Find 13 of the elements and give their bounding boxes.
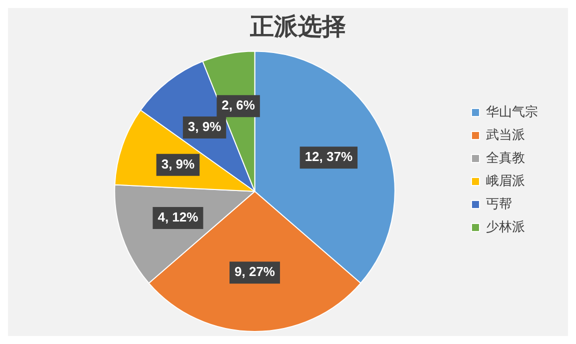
data-label: 2, 6% <box>222 98 256 113</box>
legend-label: 全真教 <box>486 150 525 166</box>
data-label: 4, 12% <box>158 210 199 225</box>
legend-label: 武当派 <box>486 128 525 143</box>
legend-label: 峨眉派 <box>486 174 525 189</box>
data-label: 9, 27% <box>234 264 276 280</box>
data-label: 3, 9% <box>188 119 222 134</box>
data-label: 12, 37% <box>304 149 353 164</box>
legend-label: 丐帮 <box>486 196 512 212</box>
data-label: 3, 9% <box>161 156 196 172</box>
legend-label: 华山气宗 <box>486 104 538 120</box>
legend-label: 少林派 <box>486 220 525 235</box>
chart-title: 正派选择 <box>249 12 346 41</box>
